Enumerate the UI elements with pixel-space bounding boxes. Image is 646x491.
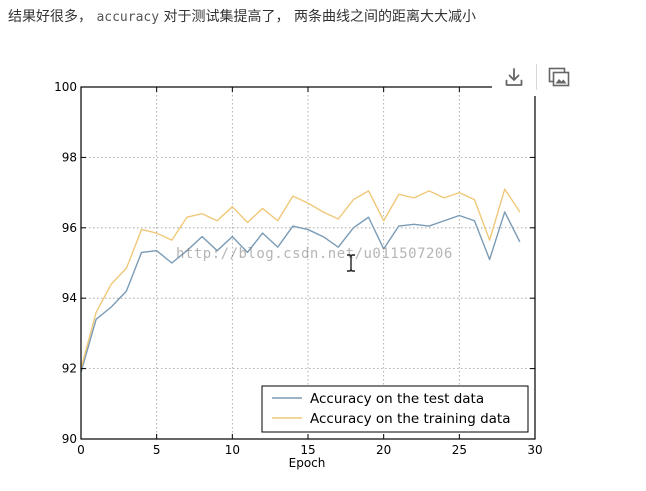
y-tick-label: 94: [62, 291, 77, 305]
caption-code: accuracy: [96, 10, 160, 25]
caption-suffix: 对于测试集提高了， 两条曲线之间的距离大大减小: [163, 9, 476, 25]
download-icon: [505, 68, 523, 86]
y-tick-label: 100: [54, 80, 77, 94]
series-line-training: [80, 188, 521, 369]
watermark-text: http://blog.csdn.net/u011507206: [176, 246, 453, 262]
image-toolbar: [492, 58, 588, 96]
legend-label: Accuracy on the test data: [310, 391, 484, 407]
caption-text: 结果好很多， accuracy 对于测试集提高了， 两条曲线之间的距离大大减小: [8, 6, 476, 26]
x-tick-label: 0: [77, 443, 85, 457]
y-tick-label: 96: [62, 221, 77, 235]
x-tick-label: 25: [452, 443, 467, 457]
download-button[interactable]: [492, 59, 536, 95]
caption-prefix: 结果好很多，: [8, 9, 92, 25]
x-tick-label: 15: [300, 443, 315, 457]
x-tick-label: 20: [376, 443, 391, 457]
x-axis-label: Epoch: [289, 456, 326, 470]
gallery-button[interactable]: [537, 59, 581, 95]
y-tick-label: 98: [62, 150, 77, 164]
x-tick-label: 5: [153, 443, 161, 457]
y-tick-label: 92: [62, 362, 77, 376]
toolbar-divider: [536, 64, 537, 90]
legend: Accuracy on the test data Accuracy on the…: [261, 385, 529, 433]
legend-box: [261, 385, 529, 433]
image-gallery-icon: [548, 67, 570, 87]
x-tick-label: 30: [527, 443, 542, 457]
y-tick-label: 90: [62, 432, 77, 446]
x-tick-label: 10: [225, 443, 240, 457]
legend-label: Accuracy on the training data: [310, 411, 510, 427]
text-cursor-icon: [347, 254, 355, 272]
series-line-test: [80, 211, 521, 373]
